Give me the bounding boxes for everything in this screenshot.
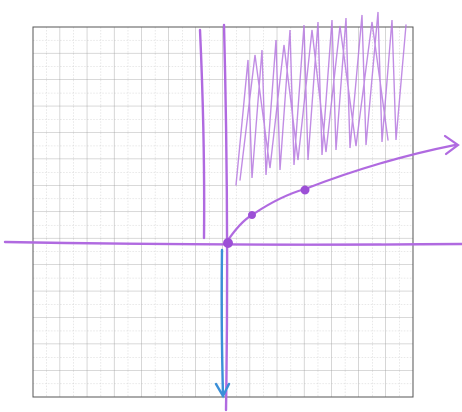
point — [223, 238, 233, 248]
page — [0, 0, 462, 412]
point — [301, 186, 310, 195]
ray-line — [222, 250, 223, 395]
drawing — [0, 0, 462, 412]
point — [248, 211, 256, 219]
